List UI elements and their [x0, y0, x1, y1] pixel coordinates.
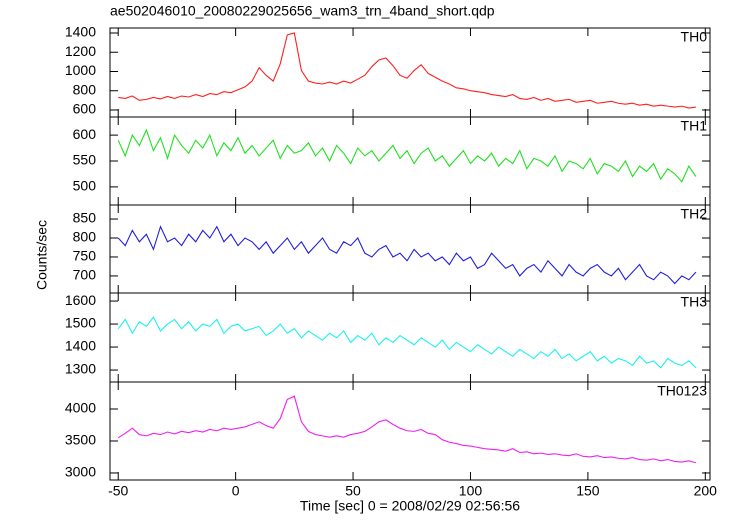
y-tick-label: 1400 [65, 24, 96, 40]
y-tick-label: 3500 [65, 432, 96, 448]
series-name: TH2 [681, 206, 708, 222]
y-tick-label: 1600 [65, 292, 96, 308]
y-tick-label: 1000 [65, 62, 96, 78]
series-name: TH0123 [657, 383, 707, 399]
x-tick-label: -50 [108, 483, 128, 499]
y-axis-label: Counts/sec [34, 220, 50, 290]
panel-frame [109, 116, 711, 206]
series-line [117, 128, 697, 183]
y-tick-label: 3000 [65, 464, 96, 480]
y-tick-label: 550 [73, 152, 97, 168]
series-name: TH1 [681, 118, 708, 134]
y-tick-label: 850 [73, 210, 97, 226]
y-tick-label: 1200 [65, 43, 96, 59]
x-tick-label: 50 [345, 483, 361, 499]
y-tick-label: 1500 [65, 315, 96, 331]
y-tick-label: 700 [73, 267, 97, 283]
x-tick-label: 100 [459, 483, 483, 499]
y-tick-label: 800 [73, 229, 97, 245]
y-tick-label: 1400 [65, 338, 96, 354]
series-line [118, 32, 696, 109]
panel-frame [109, 292, 711, 383]
chart-title: ae502046010_20080229025656_wam3_trn_4ban… [110, 3, 495, 19]
y-tick-label: 600 [73, 101, 97, 117]
y-tick-label: 1300 [65, 361, 96, 377]
panel-frame [109, 204, 711, 294]
series-line [117, 316, 697, 369]
x-tick-label: 150 [576, 483, 600, 499]
y-tick-label: 750 [73, 248, 97, 264]
panel-frame [109, 381, 711, 481]
x-tick-label: 200 [694, 483, 718, 499]
series-name: TH0 [681, 29, 708, 45]
x-tick-label: 0 [232, 483, 240, 499]
y-tick-label: 4000 [65, 400, 96, 416]
y-tick-label: 500 [73, 178, 97, 194]
series-line [117, 395, 697, 464]
x-axis-label: Time [sec] 0 = 2008/02/29 02:56:56 [300, 498, 520, 514]
y-tick-label: 600 [73, 126, 97, 142]
series-name: TH3 [681, 294, 708, 310]
y-tick-label: 800 [73, 81, 97, 97]
series-line [117, 225, 697, 285]
